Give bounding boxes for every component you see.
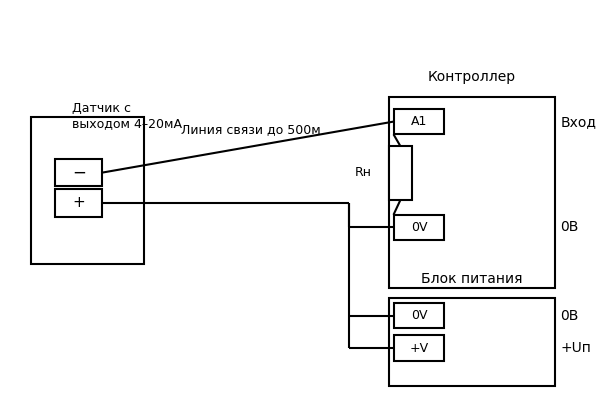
- Text: Датчик с
выходом 4–20мА: Датчик с выходом 4–20мА: [72, 102, 182, 130]
- Text: Rн: Rн: [355, 166, 372, 179]
- Bar: [55, 159, 103, 186]
- Bar: [388, 146, 412, 200]
- Text: +Uп: +Uп: [560, 341, 591, 355]
- Text: 0В: 0В: [560, 309, 578, 323]
- Bar: [55, 189, 103, 217]
- Text: A1: A1: [411, 115, 427, 128]
- Bar: [394, 335, 444, 361]
- Bar: [31, 117, 144, 264]
- Bar: [388, 97, 555, 288]
- Bar: [394, 109, 444, 134]
- Bar: [394, 303, 444, 328]
- Bar: [388, 298, 555, 386]
- Text: +V: +V: [409, 342, 429, 355]
- Text: Линия связи до 500м: Линия связи до 500м: [182, 123, 321, 136]
- Bar: [394, 215, 444, 240]
- Text: Блок питания: Блок питания: [421, 272, 523, 286]
- Text: +: +: [72, 195, 85, 210]
- Text: 0V: 0V: [411, 221, 428, 234]
- Text: 0V: 0V: [411, 309, 428, 322]
- Text: −: −: [72, 164, 86, 182]
- Text: Контроллер: Контроллер: [428, 71, 516, 84]
- Text: Вход: Вход: [560, 114, 596, 129]
- Text: 0В: 0В: [560, 220, 578, 235]
